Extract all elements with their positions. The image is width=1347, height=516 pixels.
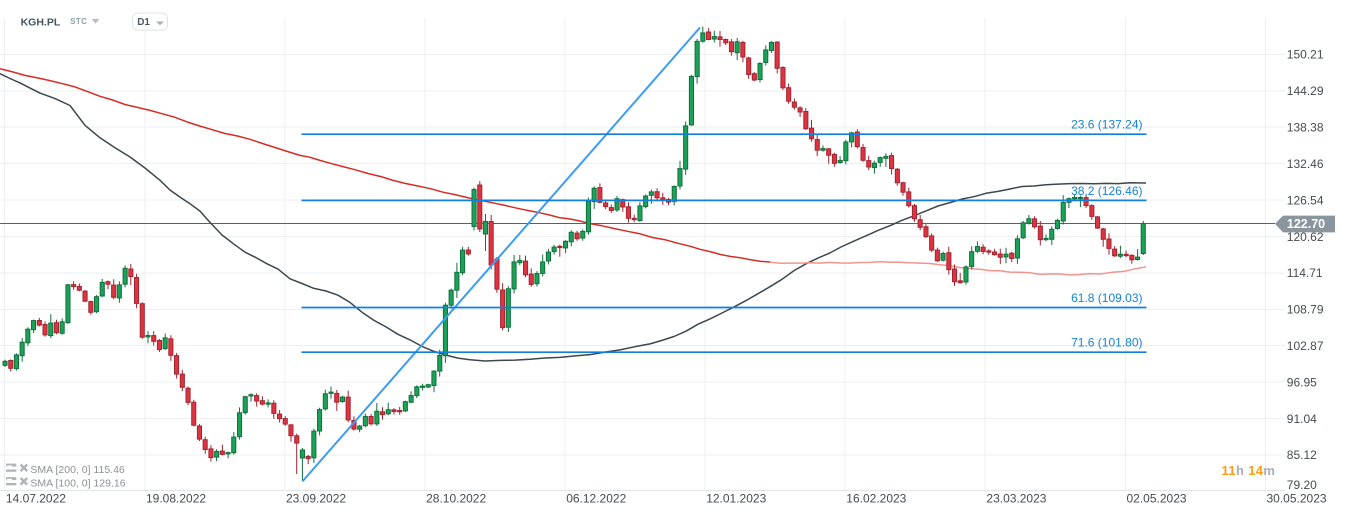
svg-text:06.12.2022: 06.12.2022 bbox=[566, 492, 626, 506]
svg-text:11h 14m: 11h 14m bbox=[1222, 463, 1276, 478]
svg-text:150.21: 150.21 bbox=[1287, 48, 1324, 62]
svg-text:138.38: 138.38 bbox=[1287, 121, 1324, 135]
svg-text:108.79: 108.79 bbox=[1287, 303, 1324, 317]
svg-text:23.03.2023: 23.03.2023 bbox=[986, 492, 1046, 506]
svg-text:SMA [200, 0] 115.46: SMA [200, 0] 115.46 bbox=[30, 464, 125, 476]
svg-text:79.20: 79.20 bbox=[1287, 478, 1317, 492]
svg-text:19.08.2022: 19.08.2022 bbox=[146, 492, 206, 506]
svg-text:61.8 (109.03): 61.8 (109.03) bbox=[1071, 291, 1142, 305]
svg-text:16.02.2023: 16.02.2023 bbox=[846, 492, 906, 506]
svg-text:23.6 (137.24): 23.6 (137.24) bbox=[1071, 118, 1142, 132]
svg-text:132.46: 132.46 bbox=[1287, 157, 1324, 171]
svg-text:91.04: 91.04 bbox=[1287, 412, 1317, 426]
svg-text:85.12: 85.12 bbox=[1287, 448, 1317, 462]
svg-text:30.05.2023: 30.05.2023 bbox=[1267, 492, 1327, 506]
svg-text:14.07.2022: 14.07.2022 bbox=[6, 492, 66, 506]
svg-text:96.95: 96.95 bbox=[1287, 375, 1317, 389]
svg-text:114.71: 114.71 bbox=[1287, 266, 1323, 280]
svg-text:144.29: 144.29 bbox=[1287, 84, 1324, 98]
svg-text:122.70: 122.70 bbox=[1287, 217, 1325, 231]
svg-text:STC: STC bbox=[70, 17, 87, 26]
svg-text:102.87: 102.87 bbox=[1287, 339, 1324, 353]
svg-text:126.54: 126.54 bbox=[1287, 193, 1324, 207]
svg-text:23.09.2022: 23.09.2022 bbox=[286, 492, 346, 506]
svg-text:28.10.2022: 28.10.2022 bbox=[426, 492, 486, 506]
svg-text:38.2 (126.46): 38.2 (126.46) bbox=[1071, 184, 1142, 198]
svg-text:KGH.PL: KGH.PL bbox=[21, 17, 61, 29]
svg-text:SMA [100, 0] 129.16: SMA [100, 0] 129.16 bbox=[30, 478, 125, 490]
svg-text:D1: D1 bbox=[137, 17, 150, 28]
svg-text:12.01.2023: 12.01.2023 bbox=[706, 492, 766, 506]
svg-text:02.05.2023: 02.05.2023 bbox=[1127, 492, 1187, 506]
svg-text:71.6 (101.80): 71.6 (101.80) bbox=[1071, 336, 1142, 350]
svg-text:120.62: 120.62 bbox=[1287, 230, 1324, 244]
